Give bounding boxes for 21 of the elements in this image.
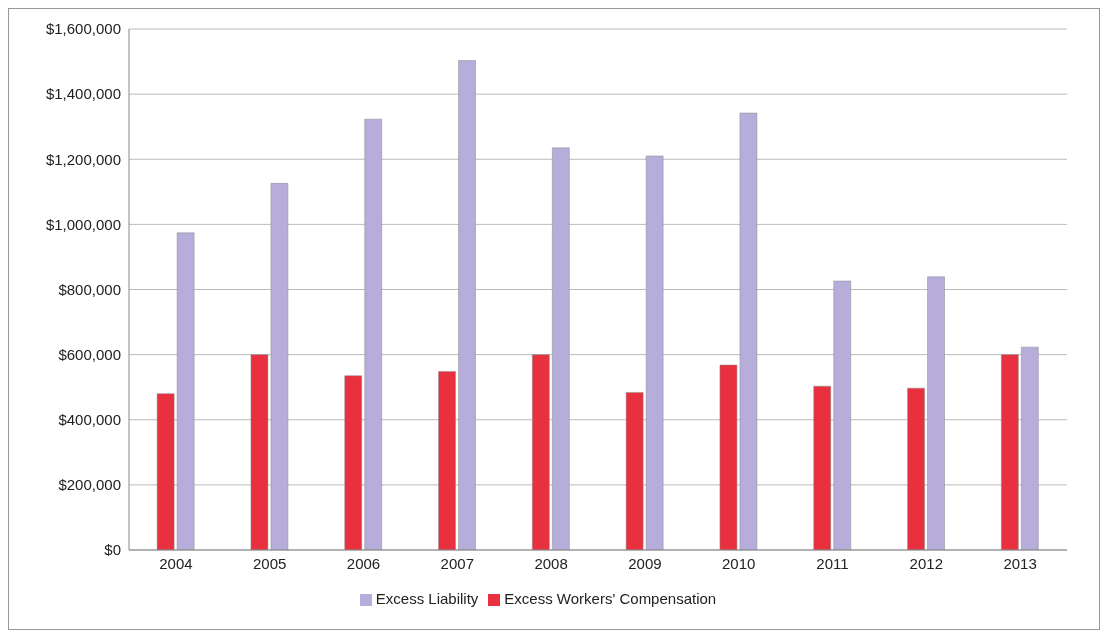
y-tick-label: $1,400,000	[45, 85, 121, 103]
x-tick-label: 2013	[1003, 554, 1037, 572]
legend-label: Excess Workers' Compensation	[504, 590, 717, 607]
x-tick-label: 2005	[253, 554, 287, 572]
x-tick-label: 2010	[722, 554, 756, 572]
x-tick-label: 2006	[346, 554, 381, 572]
y-tick-label: $0	[104, 541, 121, 559]
y-tick-label: $200,000	[58, 476, 121, 494]
x-tick-label: 2011	[816, 554, 849, 572]
y-tick-label: $1,600,000	[45, 20, 121, 38]
x-tick-label: 2009	[628, 554, 662, 572]
x-tick-label: 2004	[159, 554, 193, 572]
y-tick-label: $1,200,000	[45, 150, 121, 168]
x-tick-label: 2008	[534, 554, 568, 572]
y-tick-label: $600,000	[58, 345, 121, 363]
y-tick-label: $800,000	[58, 280, 121, 298]
y-tick-label: $1,000,000	[45, 215, 121, 233]
y-tick-label: $400,000	[58, 411, 121, 429]
legend-label: Excess Liability	[375, 590, 479, 607]
x-tick-label: 2012	[909, 554, 943, 572]
x-tick-label: 2007	[440, 554, 474, 572]
